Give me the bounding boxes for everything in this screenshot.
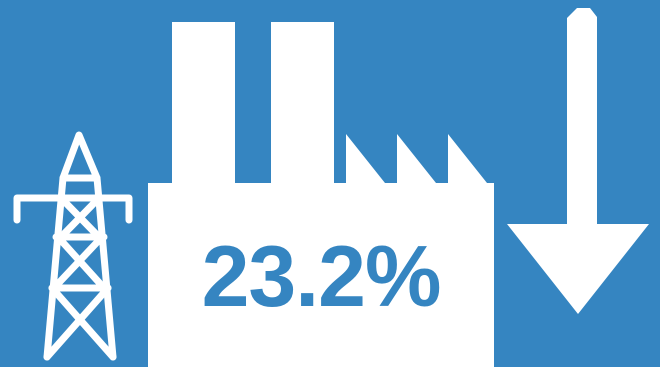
factory-chimney-left (172, 22, 235, 190)
factory-icon (148, 22, 494, 367)
stat-value: 23.2% (201, 229, 442, 325)
factory-chimney-right (271, 22, 334, 190)
factory-roof (346, 134, 487, 183)
factory-building (148, 183, 494, 367)
arrow-down-icon (507, 8, 649, 314)
power-pylon-icon (13, 131, 133, 361)
